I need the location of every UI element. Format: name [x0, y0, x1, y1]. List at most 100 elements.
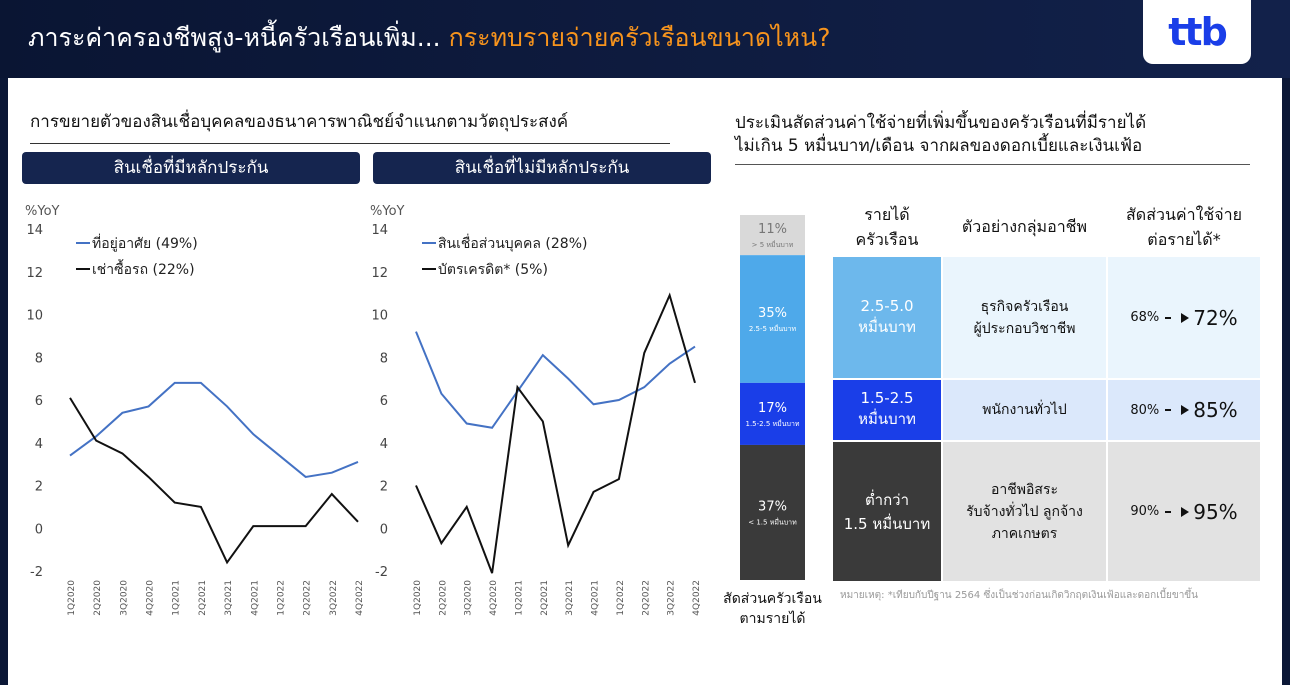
section-title: การขยายตัวของสินเชื่อบุคคลของธนาคารพาณิช… — [30, 108, 670, 144]
value-label: 11% — [758, 222, 787, 237]
value-label: 37% — [758, 499, 787, 514]
line-series — [415, 292, 696, 574]
y-tick-label: 10 — [371, 309, 388, 324]
table-cell: 1.5-2.5 หมื่นบาท — [833, 380, 941, 440]
y-tick-label: 2 — [35, 480, 43, 495]
x-tick-label: 4Q2020 — [146, 580, 156, 616]
logo: ttb — [1143, 0, 1251, 64]
x-tick-label: 2Q2022 — [303, 580, 313, 616]
x-tick-label: 3Q2021 — [565, 580, 575, 616]
y-tick-label: 8 — [380, 351, 388, 366]
bar-segment — [740, 215, 805, 256]
ratio-after: 85% — [1193, 398, 1238, 422]
x-tick-label: 1Q2022 — [616, 580, 626, 616]
y-axis-label: %YoY — [370, 204, 405, 219]
table-cell: ต่ำกว่า 1.5 หมื่นบาท — [833, 442, 941, 581]
ratio-after: 72% — [1193, 305, 1238, 330]
bar-segment — [740, 255, 805, 383]
legend-label: ที่อยู่อาศัย (49%) — [92, 234, 198, 252]
x-tick-label: 1Q2020 — [67, 580, 77, 616]
x-axis-label-line: สัดส่วนครัวเรือน — [723, 591, 822, 607]
x-tick-label: 4Q2022 — [355, 580, 365, 616]
chart-title: สินเชื่อที่มีหลักประกัน — [22, 152, 360, 184]
table-header: สัดส่วนค่าใช้จ่าย ต่อรายได้* — [1108, 200, 1260, 255]
x-tick-label: 3Q2020 — [464, 580, 474, 616]
x-tick-label: 2Q2022 — [641, 580, 651, 616]
x-tick-label: 2Q2021 — [198, 580, 208, 616]
ratio-before: 80% — [1130, 402, 1160, 418]
x-tick-label: 4Q2021 — [591, 580, 601, 616]
x-tick-label: 1Q2022 — [276, 580, 286, 616]
x-tick-label: 1Q2020 — [413, 580, 423, 616]
footnote: หมายเหตุ: *เทียบกับปีฐาน 2564 ซึ่งเป็นช่… — [840, 590, 1198, 601]
header-title: ภาระค่าครองชีพสูง-หนี้ครัวเรือนเพิ่ม... … — [28, 18, 831, 58]
bar-segment — [740, 382, 805, 445]
y-tick-label: 14 — [26, 223, 43, 238]
y-tick-label: 0 — [35, 522, 43, 537]
y-axis-label: %YoY — [25, 204, 60, 219]
value-label: 17% — [758, 401, 787, 416]
header-bar — [0, 0, 1290, 78]
x-axis-label: สัดส่วนครัวเรือนตามรายได้ — [723, 591, 822, 627]
table-header: ตัวอย่างกลุ่มอาชีพ — [943, 200, 1106, 255]
table-cell: พนักงานทั่วไป — [943, 380, 1106, 440]
bar-segment — [740, 444, 805, 580]
legend-label: บัตรเครดิต* (5%) — [438, 262, 548, 278]
arrow-shaft — [1165, 316, 1172, 319]
legend-label: เช่าซื้อรถ (22%) — [92, 259, 195, 278]
x-tick-label: 2Q2020 — [93, 580, 103, 616]
y-tick-label: 8 — [35, 351, 43, 366]
x-tick-label: 3Q2020 — [119, 580, 129, 616]
x-tick-label: 2Q2021 — [540, 580, 550, 616]
x-tick-label: 4Q2021 — [250, 580, 260, 616]
x-tick-label: 3Q2022 — [329, 580, 339, 616]
section-title: ประเมินสัดส่วนค่าใช้จ่ายที่เพิ่มขึ้นของค… — [735, 112, 1250, 165]
line-series — [69, 397, 359, 565]
table-cell: 80% 85% — [1108, 380, 1260, 440]
table-cell: 2.5-5.0 หมื่นบาท — [833, 257, 941, 378]
y-tick-label: -2 — [375, 565, 388, 580]
x-tick-label: 3Q2021 — [224, 580, 234, 616]
segment-label: 1.5-2.5 หมื่นบาท — [745, 419, 799, 428]
table-cell: อาชีพอิสระ รับจ้างทั่วไป ลูกจ้าง ภาคเกษต… — [943, 442, 1106, 581]
table-cell: 90% 95% — [1108, 442, 1260, 581]
y-tick-label: -2 — [30, 565, 43, 580]
arrow-icon — [1181, 506, 1190, 517]
y-tick-label: 12 — [371, 266, 388, 281]
table-header: รายได้ ครัวเรือน — [833, 200, 941, 255]
arrow-icon — [1181, 312, 1190, 323]
segment-label: 2.5-5 หมื่นบาท — [749, 324, 797, 333]
line-series — [69, 381, 359, 479]
y-tick-label: 4 — [35, 437, 43, 452]
segment-label: > 5 หมื่นบาท — [752, 240, 794, 249]
x-tick-label: 4Q2020 — [489, 580, 499, 616]
y-tick-label: 10 — [26, 309, 43, 324]
ratio-before: 68% — [1130, 310, 1160, 325]
x-axis-label-line: ตามรายได้ — [740, 610, 806, 627]
line-series — [415, 331, 696, 429]
arrow-shaft — [1165, 510, 1172, 513]
y-tick-label: 4 — [380, 437, 388, 452]
x-tick-label: 2Q2020 — [438, 580, 448, 616]
x-tick-label: 1Q2021 — [172, 580, 182, 616]
table-cell: 68% 72% — [1108, 257, 1260, 378]
y-tick-label: 6 — [35, 394, 43, 409]
legend-label: สินเชื่อส่วนบุคคล (28%) — [438, 234, 587, 252]
y-tick-label: 6 — [380, 394, 388, 409]
y-tick-label: 14 — [371, 223, 388, 238]
segment-label: < 1.5 หมื่นบาท — [748, 517, 797, 526]
y-tick-label: 12 — [26, 266, 43, 281]
y-tick-label: 2 — [380, 480, 388, 495]
x-tick-label: 1Q2021 — [514, 580, 524, 616]
chart-title: สินเชื่อที่ไม่มีหลักประกัน — [373, 152, 711, 184]
ratio-before: 90% — [1130, 504, 1160, 519]
title-part1: ภาระค่าครองชีพสูง-หนี้ครัวเรือนเพิ่ม... — [28, 23, 441, 52]
value-label: 35% — [758, 306, 787, 321]
x-tick-label: 4Q2022 — [692, 580, 702, 616]
x-tick-label: 3Q2022 — [667, 580, 677, 616]
table: รายได้ ครัวเรือน ตัวอย่างกลุ่มอาชีพ สัดส่ว… — [833, 200, 1260, 583]
ratio-after: 95% — [1193, 499, 1238, 524]
arrow-shaft — [1165, 409, 1172, 411]
